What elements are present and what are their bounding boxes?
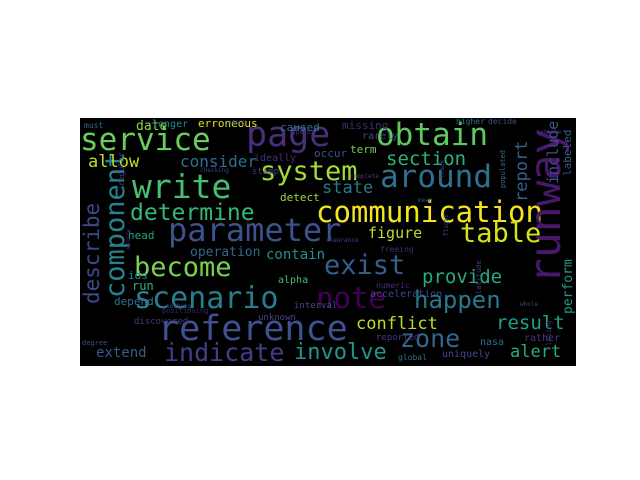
word-mean: mean xyxy=(418,197,433,204)
word-interval: interval xyxy=(294,301,338,311)
word-ideally: ideally xyxy=(254,153,297,164)
word-cloud: communication reference parameter runway… xyxy=(80,118,576,366)
word-determine: determine xyxy=(130,200,255,226)
word-must: must xyxy=(84,121,104,130)
word-result: result xyxy=(496,312,565,334)
word-exist: exist xyxy=(324,250,406,281)
word-missing: missing xyxy=(342,119,389,132)
word-extend: extend xyxy=(96,345,147,361)
word-ids: ids xyxy=(128,269,148,282)
word-figure: figure xyxy=(368,224,423,242)
word-run: run xyxy=(132,279,154,293)
word-page: page xyxy=(246,118,331,155)
word-perform: perform xyxy=(561,259,576,314)
word-nothing: nothing xyxy=(166,303,192,310)
word-involve: involve xyxy=(294,340,387,365)
word-provide: provide xyxy=(422,266,503,288)
word-freeing: freeing xyxy=(380,245,414,254)
word-checking: checking xyxy=(200,167,229,174)
word-report: report xyxy=(512,140,532,202)
word-positioning: positioning xyxy=(162,307,209,315)
word-unknown: unknown xyxy=(258,313,296,323)
word-track: track xyxy=(439,159,446,178)
word-conflict: conflict xyxy=(356,314,438,334)
word-head: head xyxy=(128,229,155,242)
word-whole: whole xyxy=(520,301,539,308)
word-detect: detect xyxy=(280,191,320,204)
word-numeric: numeric xyxy=(376,281,410,290)
word-reported: reported xyxy=(376,333,420,343)
word-state: state xyxy=(322,178,374,198)
word-alpha: alpha xyxy=(278,275,309,286)
word-indicate: indicate xyxy=(164,338,285,366)
word-describe: describe xyxy=(80,202,104,304)
word-longer: longer xyxy=(152,119,189,130)
word-rarely: rarely xyxy=(362,131,399,142)
word-communication: communication xyxy=(316,195,543,229)
word-obtain: obtain xyxy=(376,118,488,153)
word-become: become xyxy=(134,252,232,283)
word-service: service xyxy=(80,122,211,158)
word-note: note xyxy=(316,281,386,315)
word-operation: operation xyxy=(190,245,261,260)
word-vehicle: vehicle xyxy=(536,129,562,136)
word-occur: occur xyxy=(314,147,348,160)
word-latitude: latitude xyxy=(475,260,483,294)
word-higher: higher xyxy=(456,118,485,126)
word-stamp: stamp xyxy=(252,167,280,177)
word-nasa: nasa xyxy=(480,337,505,348)
word-complete: complete xyxy=(350,173,379,180)
word-regular: regular xyxy=(117,152,126,186)
word-reference: reference xyxy=(158,309,348,349)
word-flight: flight xyxy=(443,214,450,236)
word-consider: consider xyxy=(180,152,258,171)
word-among: among xyxy=(228,119,247,126)
word-scenario: scenario xyxy=(134,281,279,316)
word-degree: degree xyxy=(82,339,108,347)
word-uniquely: uniquely xyxy=(442,349,491,360)
word-speed: speed xyxy=(292,129,311,136)
word-system: system xyxy=(260,156,358,187)
word-zone: zone xyxy=(400,324,461,353)
word-global: global xyxy=(398,353,427,362)
word-caused: caused xyxy=(280,121,320,134)
word-erroneous: erroneous xyxy=(198,118,258,130)
word-contain: contain xyxy=(266,247,326,263)
word-happen: happen xyxy=(414,286,501,314)
word-discovered: discovered xyxy=(134,317,189,327)
word-labeled: labeled xyxy=(561,129,574,176)
word-acceleration: acceleration xyxy=(370,289,443,300)
word-rather: rather xyxy=(524,333,561,344)
word-around: around xyxy=(380,159,492,195)
word-write: write xyxy=(132,167,232,206)
word-date: date xyxy=(136,119,168,134)
word-term: term xyxy=(350,143,377,156)
word-section: section xyxy=(386,148,467,170)
word-alert: alert xyxy=(510,342,562,362)
word-decide: decide xyxy=(488,118,517,126)
word-source: source xyxy=(125,228,132,250)
word-allow: allow xyxy=(88,152,140,172)
word-parameter: parameter xyxy=(168,211,342,249)
word-closing: closing xyxy=(545,320,553,350)
word-clearance: clearance xyxy=(326,237,359,244)
word-depend: depend xyxy=(114,295,154,308)
word-populated: populated xyxy=(499,150,507,188)
word-table: table xyxy=(460,218,542,249)
